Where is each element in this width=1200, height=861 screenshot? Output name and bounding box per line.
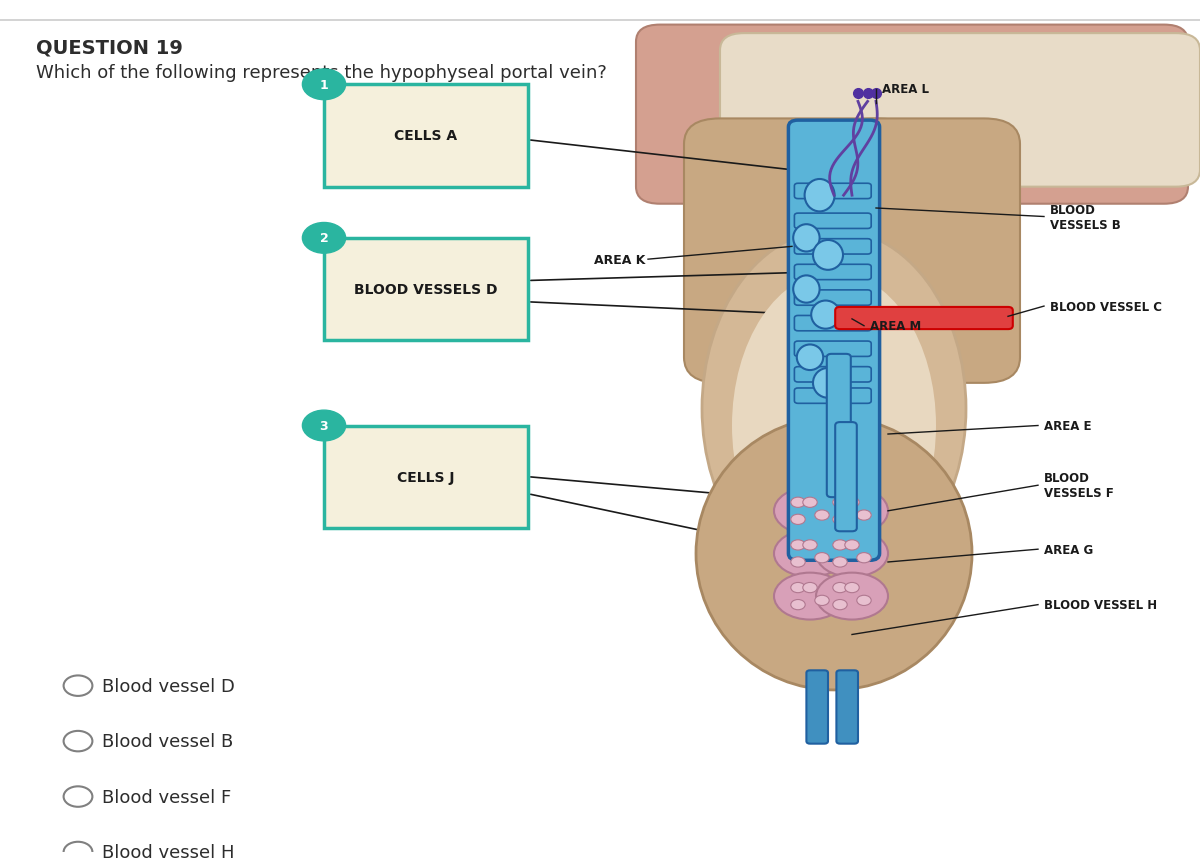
Ellipse shape bbox=[815, 511, 829, 521]
Text: Blood vessel D: Blood vessel D bbox=[102, 677, 235, 695]
Text: Blood vessel H: Blood vessel H bbox=[102, 843, 234, 861]
Text: AREA K: AREA K bbox=[594, 253, 646, 266]
Ellipse shape bbox=[833, 557, 847, 567]
Text: Blood vessel B: Blood vessel B bbox=[102, 732, 233, 750]
Ellipse shape bbox=[833, 600, 847, 610]
Text: Which of the following represents the hypophyseal portal vein?: Which of the following represents the hy… bbox=[36, 64, 607, 82]
FancyBboxPatch shape bbox=[794, 214, 871, 229]
FancyBboxPatch shape bbox=[720, 34, 1200, 188]
Ellipse shape bbox=[833, 515, 847, 525]
Text: BLOOD VESSEL C: BLOOD VESSEL C bbox=[1050, 300, 1162, 313]
FancyBboxPatch shape bbox=[684, 120, 1020, 383]
Ellipse shape bbox=[774, 530, 846, 577]
FancyBboxPatch shape bbox=[794, 388, 871, 404]
FancyBboxPatch shape bbox=[836, 671, 858, 744]
Text: AREA G: AREA G bbox=[1044, 543, 1093, 556]
FancyBboxPatch shape bbox=[788, 121, 880, 561]
FancyBboxPatch shape bbox=[794, 367, 871, 382]
Ellipse shape bbox=[816, 573, 888, 620]
Ellipse shape bbox=[791, 557, 805, 567]
FancyBboxPatch shape bbox=[827, 355, 851, 498]
FancyBboxPatch shape bbox=[806, 671, 828, 744]
Ellipse shape bbox=[811, 301, 840, 329]
FancyBboxPatch shape bbox=[324, 85, 528, 188]
FancyBboxPatch shape bbox=[794, 290, 871, 306]
Text: BLOOD
VESSELS F: BLOOD VESSELS F bbox=[1044, 472, 1114, 499]
FancyBboxPatch shape bbox=[835, 307, 1013, 330]
Ellipse shape bbox=[702, 230, 966, 588]
Text: 1: 1 bbox=[319, 78, 329, 91]
Ellipse shape bbox=[791, 515, 805, 525]
Text: BLOOD VESSELS D: BLOOD VESSELS D bbox=[354, 282, 498, 297]
Ellipse shape bbox=[814, 369, 842, 399]
Circle shape bbox=[302, 411, 346, 442]
Text: Blood vessel F: Blood vessel F bbox=[102, 788, 232, 806]
Text: AREA M: AREA M bbox=[870, 319, 922, 333]
Ellipse shape bbox=[696, 418, 972, 691]
Ellipse shape bbox=[845, 583, 859, 593]
Text: 2: 2 bbox=[319, 232, 329, 245]
Ellipse shape bbox=[857, 553, 871, 563]
Ellipse shape bbox=[774, 573, 846, 620]
Circle shape bbox=[302, 223, 346, 254]
FancyBboxPatch shape bbox=[835, 423, 857, 531]
Ellipse shape bbox=[793, 276, 820, 303]
Ellipse shape bbox=[815, 553, 829, 563]
FancyBboxPatch shape bbox=[794, 184, 871, 200]
Text: 3: 3 bbox=[319, 419, 329, 432]
Ellipse shape bbox=[774, 488, 846, 535]
FancyBboxPatch shape bbox=[324, 238, 528, 341]
Text: BLOOD
VESSELS B: BLOOD VESSELS B bbox=[1050, 203, 1121, 232]
Ellipse shape bbox=[803, 540, 817, 550]
Ellipse shape bbox=[815, 596, 829, 606]
Text: CELLS A: CELLS A bbox=[395, 129, 457, 143]
Ellipse shape bbox=[816, 530, 888, 577]
Ellipse shape bbox=[791, 583, 805, 593]
FancyBboxPatch shape bbox=[324, 426, 528, 529]
Ellipse shape bbox=[816, 120, 936, 221]
Text: AREA E: AREA E bbox=[1044, 419, 1092, 432]
FancyBboxPatch shape bbox=[794, 342, 871, 357]
Ellipse shape bbox=[845, 498, 859, 508]
Ellipse shape bbox=[857, 511, 871, 521]
Ellipse shape bbox=[833, 540, 847, 550]
Ellipse shape bbox=[833, 583, 847, 593]
Ellipse shape bbox=[833, 498, 847, 508]
Ellipse shape bbox=[791, 600, 805, 610]
Text: QUESTION 19: QUESTION 19 bbox=[36, 39, 182, 58]
FancyBboxPatch shape bbox=[636, 26, 1188, 204]
FancyBboxPatch shape bbox=[794, 265, 871, 281]
FancyBboxPatch shape bbox=[794, 316, 871, 331]
Ellipse shape bbox=[791, 498, 805, 508]
Ellipse shape bbox=[814, 241, 842, 270]
FancyBboxPatch shape bbox=[794, 239, 871, 255]
Ellipse shape bbox=[857, 596, 871, 606]
Ellipse shape bbox=[845, 540, 859, 550]
Text: AREA L: AREA L bbox=[882, 83, 929, 96]
Circle shape bbox=[302, 70, 346, 101]
Ellipse shape bbox=[793, 225, 820, 252]
Text: CELLS J: CELLS J bbox=[397, 470, 455, 484]
Text: BLOOD VESSEL H: BLOOD VESSEL H bbox=[1044, 598, 1157, 611]
Ellipse shape bbox=[816, 488, 888, 535]
Ellipse shape bbox=[803, 498, 817, 508]
Ellipse shape bbox=[805, 180, 835, 212]
Ellipse shape bbox=[791, 540, 805, 550]
Ellipse shape bbox=[803, 583, 817, 593]
Ellipse shape bbox=[797, 345, 823, 370]
Ellipse shape bbox=[732, 273, 936, 579]
